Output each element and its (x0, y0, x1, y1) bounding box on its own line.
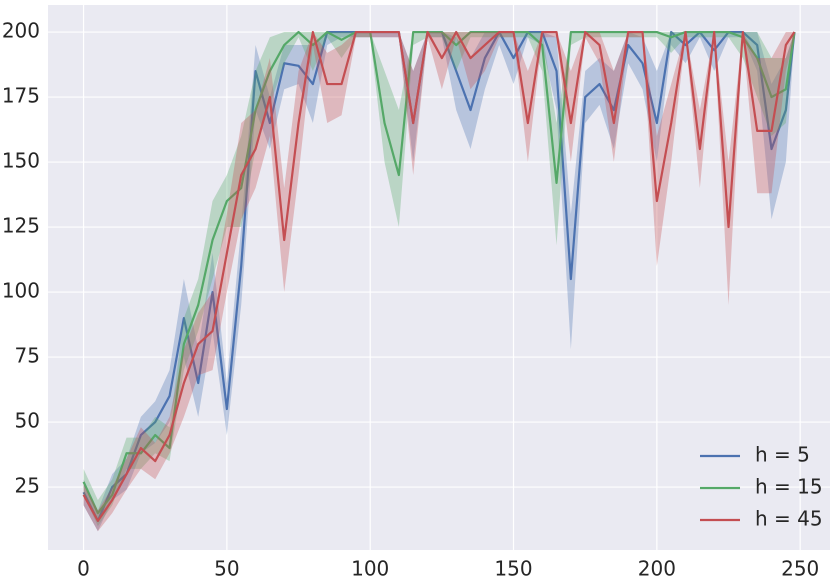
y-tick-label: 75 (15, 344, 40, 368)
legend-label: h = 5 (755, 443, 810, 467)
legend-label: h = 15 (755, 475, 823, 499)
line (82, 30, 796, 522)
y-tick-label: 150 (2, 149, 40, 173)
plot-area (48, 5, 830, 550)
confidence-band (83, 32, 795, 532)
x-tick-label: 150 (494, 557, 532, 581)
line (82, 30, 796, 515)
x-tick-label: 50 (214, 557, 239, 581)
x-tick-label: 250 (781, 557, 819, 581)
y-tick-label: 175 (2, 84, 40, 108)
y-tick-label: 125 (2, 214, 40, 238)
y-tick-label: 50 (15, 409, 40, 433)
legend-label: h = 45 (755, 507, 823, 531)
y-tick-label: 100 (2, 279, 40, 303)
x-tick-label: 0 (77, 557, 90, 581)
y-tick-label: 25 (15, 474, 40, 498)
x-tick-label: 100 (351, 557, 389, 581)
x-tick-label: 200 (638, 557, 676, 581)
y-tick-label: 200 (2, 19, 40, 43)
